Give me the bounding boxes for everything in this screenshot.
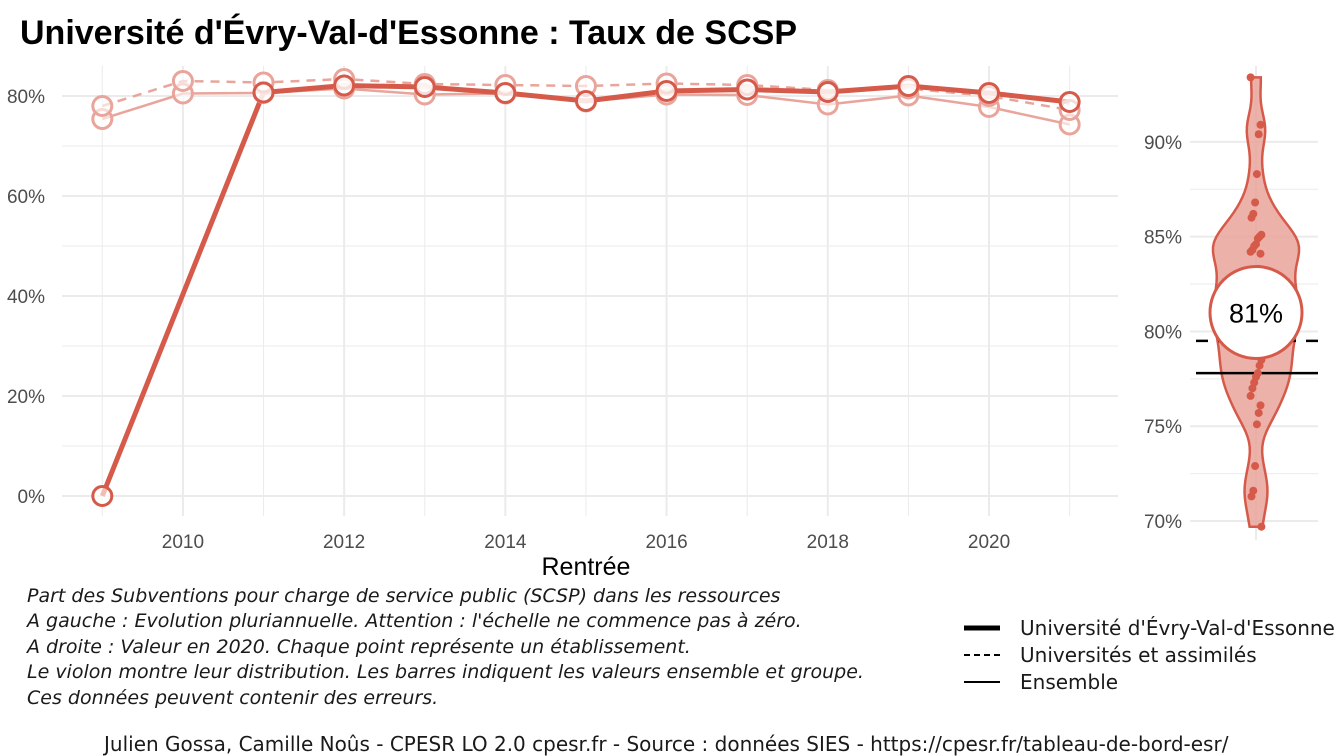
violin-point: [1247, 213, 1256, 222]
violin-point: [1251, 462, 1260, 471]
legend-key-thick-line: [962, 622, 1002, 634]
data-point-university: [494, 82, 517, 104]
violin-point: [1251, 198, 1260, 207]
x-tick-label: 2010: [162, 532, 204, 553]
x-axis-label: Rentrée: [541, 553, 630, 581]
legend-label: Université d'Évry-Val-d'Essonne: [1020, 615, 1335, 640]
violin-point: [1256, 401, 1265, 410]
x-tick-label: 2020: [968, 532, 1010, 553]
chart-footer: Julien Gossa, Camille Noûs - CPESR LO 2.…: [104, 732, 1229, 756]
legend-item-group: Universités et assimilés: [962, 641, 1344, 668]
violin-point: [1246, 73, 1255, 82]
data-point-university: [816, 81, 839, 103]
data-point-university: [252, 81, 275, 104]
y-tick-label: 20%: [7, 387, 45, 408]
violin-y-tick-label: 75%: [1144, 417, 1182, 438]
violin-point: [1248, 384, 1257, 393]
x-tick-label: 2014: [484, 532, 527, 553]
violin-point: [1246, 391, 1255, 400]
highlight-value-label: 81%: [1229, 298, 1283, 328]
y-tick-label: 0%: [18, 487, 46, 508]
y-tick-label: 80%: [7, 87, 45, 108]
data-point-university: [897, 75, 920, 97]
violin-point: [1254, 130, 1263, 139]
violin-point: [1255, 361, 1264, 370]
violin-point: [1256, 120, 1265, 129]
data-point-university: [978, 82, 1001, 104]
violin-y-tick-label: 90%: [1144, 133, 1182, 154]
legend-label: Universités et assimilés: [1020, 642, 1257, 667]
violin-point: [1252, 420, 1261, 429]
legend-item-ensemble: Ensemble: [962, 668, 1344, 695]
violin-point: [1252, 170, 1261, 179]
violin-point: [1254, 408, 1263, 417]
x-tick-label: 2018: [807, 532, 849, 553]
caption-line: Part des Subventions pour charge de serv…: [27, 585, 781, 607]
data-point-universites: [91, 95, 114, 117]
y-tick-label: 60%: [7, 187, 45, 208]
legend-item-university: Université d'Évry-Val-d'Essonne: [962, 614, 1344, 641]
violin-point: [1247, 492, 1256, 501]
x-tick-label: 2016: [645, 532, 687, 553]
y-tick-label: 40%: [7, 287, 45, 308]
violin-y-tick-label: 80%: [1144, 322, 1182, 343]
data-point-university: [736, 78, 759, 101]
violin-y-tick-label: 70%: [1144, 512, 1182, 533]
violin-point: [1256, 249, 1265, 258]
data-point-universites: [171, 70, 194, 92]
series-line-university: [99, 83, 1070, 497]
legend-label: Ensemble: [1020, 669, 1119, 694]
chart-legend: Université d'Évry-Val-d'Essonne Universi…: [962, 614, 1344, 695]
chart-caption: Part des Subventions pour charge de serv…: [27, 584, 864, 711]
highlight-bubble: [1208, 264, 1304, 360]
data-point-university: [574, 90, 597, 112]
data-point-university: [333, 74, 356, 97]
violin-y-tick-label: 85%: [1144, 228, 1182, 249]
caption-line: Le violon montre leur distribution. Les …: [27, 661, 864, 684]
caption-line: A droite : Valeur en 2020. Chaque point …: [27, 635, 691, 658]
chart-title: Université d'Évry-Val-d'Essonne : Taux d…: [20, 14, 798, 52]
violin-point: [1246, 247, 1255, 256]
data-point-university: [1058, 91, 1081, 113]
caption-line: Ces données peuvent contenir des erreurs…: [27, 686, 439, 709]
data-point-university: [655, 80, 678, 102]
data-point-university: [413, 76, 436, 98]
data-point-university: [91, 485, 114, 507]
caption-line: A gauche : Evolution pluriannuelle. Atte…: [27, 610, 802, 633]
legend-key-dashed-line: [962, 649, 1002, 661]
legend-key-solid-line: [962, 676, 1002, 688]
x-tick-label: 2012: [323, 532, 365, 553]
violin-point: [1257, 522, 1266, 531]
